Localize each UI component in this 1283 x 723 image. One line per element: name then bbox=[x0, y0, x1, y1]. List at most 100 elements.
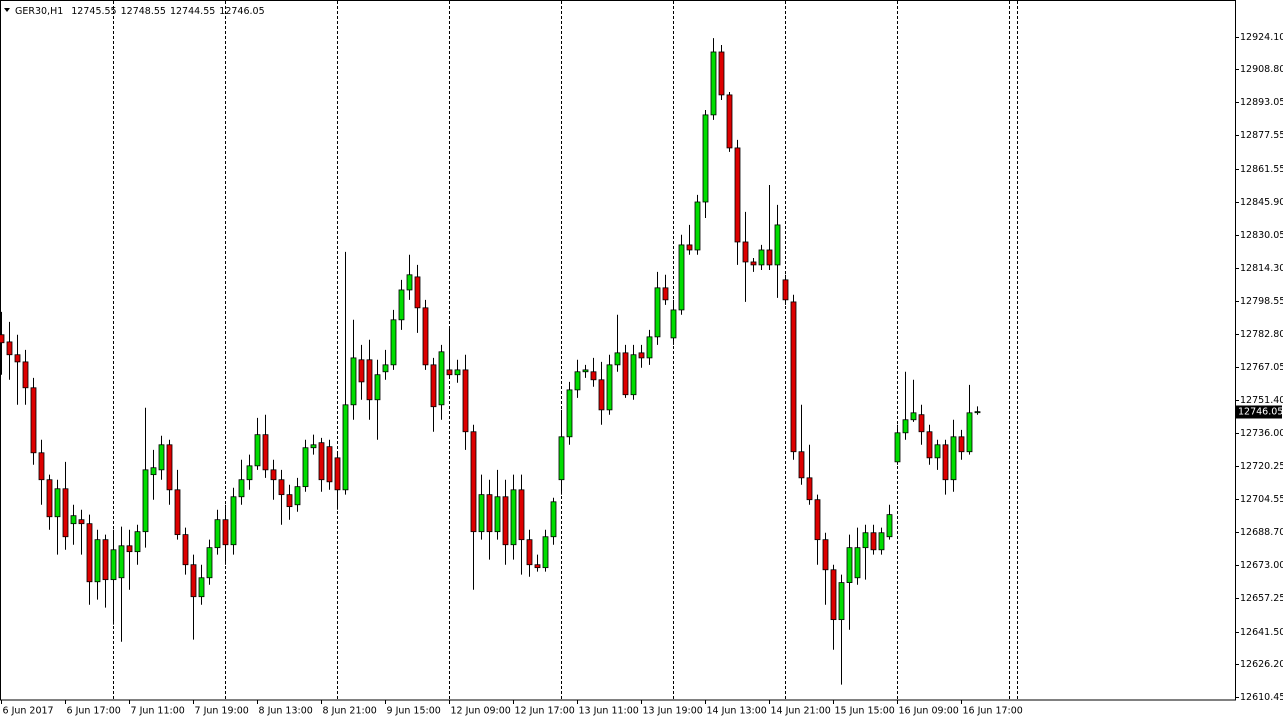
candle-body-up bbox=[838, 582, 845, 621]
candle-body-down bbox=[22, 361, 29, 389]
chart-title: GER30,H1 12745.55 12748.55 12744.55 12746.05 bbox=[15, 6, 265, 17]
candle-body-down bbox=[942, 444, 949, 481]
candle-body-up bbox=[846, 547, 853, 583]
title-close: 12746.05 bbox=[219, 6, 264, 17]
candle-body-down bbox=[798, 451, 805, 479]
candle-body-up bbox=[854, 547, 861, 579]
candle-body-down bbox=[918, 414, 925, 433]
candle-body-up bbox=[678, 244, 685, 311]
candle-body-up bbox=[702, 114, 709, 203]
candle-body-down bbox=[414, 276, 421, 309]
candle-body-up bbox=[694, 201, 701, 251]
candle-body-up bbox=[670, 309, 677, 339]
candle-body-up bbox=[230, 496, 237, 546]
symbol: GER30,H1 bbox=[15, 6, 63, 17]
x-tick-label: 8 Jun 21:00 bbox=[323, 706, 377, 717]
candle-body-down bbox=[46, 479, 53, 518]
x-tick-label: 9 Jun 15:00 bbox=[387, 706, 441, 717]
candle-body-down bbox=[462, 369, 469, 433]
y-tick-label: 12736.00 bbox=[1240, 428, 1283, 439]
y-tick-label: 12893.05 bbox=[1240, 97, 1283, 108]
candle-body-up bbox=[310, 444, 317, 449]
candle-body-down bbox=[926, 431, 933, 459]
candle-body-down bbox=[534, 564, 541, 569]
candle-body-up bbox=[550, 501, 557, 538]
y-tick-label: 12673.00 bbox=[1240, 560, 1283, 571]
x-tick-label: 6 Jun 17:00 bbox=[67, 706, 121, 717]
candle-body-up bbox=[382, 364, 389, 373]
current-price-box bbox=[1236, 405, 1282, 419]
x-tick-label: 7 Jun 19:00 bbox=[195, 706, 249, 717]
candle-body-down bbox=[502, 496, 509, 546]
candle-body-down bbox=[6, 341, 13, 356]
candle-body-up bbox=[910, 412, 917, 421]
candle-body-down bbox=[422, 307, 429, 366]
plot-frame bbox=[0, 0, 1236, 701]
x-tick-label: 16 Jun 09:00 bbox=[899, 706, 959, 717]
candle-body-down bbox=[446, 369, 453, 376]
candle-body-down bbox=[166, 444, 173, 491]
candle-body-up bbox=[374, 374, 381, 401]
candle-body-up bbox=[646, 336, 653, 359]
current-price-label: 12746.05 bbox=[1238, 407, 1283, 418]
candle-body-down bbox=[174, 489, 181, 536]
y-tick-label: 12688.70 bbox=[1240, 527, 1283, 538]
candle-body-up bbox=[574, 371, 581, 391]
candle-body-down bbox=[686, 244, 693, 251]
candle-body-up bbox=[302, 447, 309, 488]
candle-body-down bbox=[366, 359, 373, 401]
candle-body-down bbox=[662, 287, 669, 301]
candle-body-up bbox=[206, 547, 213, 579]
candle-body-down bbox=[222, 519, 229, 546]
y-tick-label: 12877.55 bbox=[1240, 130, 1283, 141]
candle-body-down bbox=[182, 534, 189, 566]
candle-body-down bbox=[86, 523, 93, 583]
candle-body-down bbox=[278, 479, 285, 496]
collapse-arrow[interactable] bbox=[4, 8, 10, 12]
candle-body-up bbox=[294, 486, 301, 506]
candle-body-down bbox=[62, 488, 69, 538]
candle-body-down bbox=[822, 539, 829, 571]
candle-body-down bbox=[190, 564, 197, 598]
candle-body-down bbox=[102, 539, 109, 581]
candle-body-down bbox=[782, 279, 789, 301]
x-tick-label: 15 Jun 15:00 bbox=[835, 706, 895, 717]
candle-body-up bbox=[710, 51, 717, 116]
candle-body-up bbox=[494, 496, 501, 533]
x-tick-label: 13 Jun 19:00 bbox=[643, 706, 703, 717]
candle-body-up bbox=[862, 532, 869, 549]
candle-body-up bbox=[566, 389, 573, 438]
candle-body-down bbox=[622, 352, 629, 396]
candle-body-up bbox=[894, 432, 901, 463]
y-tick-label: 12751.40 bbox=[1240, 395, 1283, 406]
x-tick-label: 6 Jun 2017 bbox=[3, 706, 54, 717]
candle-body-up bbox=[654, 287, 661, 338]
candle-body-up bbox=[438, 351, 445, 406]
candle-body-up bbox=[398, 289, 405, 321]
x-tick-label: 12 Jun 09:00 bbox=[451, 706, 511, 717]
y-tick-label: 12798.55 bbox=[1240, 296, 1283, 307]
candle-body-down bbox=[270, 469, 277, 481]
candle-body-up bbox=[238, 479, 245, 498]
candle-body-down bbox=[326, 446, 333, 483]
candle-body-up bbox=[70, 515, 77, 525]
candle-body-up bbox=[454, 369, 461, 376]
candle-body-up bbox=[606, 364, 613, 411]
x-tick-label: 13 Jun 11:00 bbox=[579, 706, 639, 717]
candle-body-up bbox=[878, 532, 885, 551]
candle-body-down bbox=[486, 494, 493, 533]
x-tick-label: 14 Jun 21:00 bbox=[771, 706, 831, 717]
candle-body-down bbox=[38, 452, 45, 481]
candle-body-down bbox=[358, 359, 365, 383]
candle-body-up bbox=[142, 469, 149, 533]
candle-body-down bbox=[430, 364, 437, 408]
y-tick-label: 12861.55 bbox=[1240, 164, 1283, 175]
candle-body-down bbox=[790, 301, 797, 453]
title-open: 12745.55 bbox=[71, 6, 116, 17]
y-tick-label: 12641.50 bbox=[1240, 627, 1283, 638]
candle-body-down bbox=[830, 569, 837, 621]
candle-body-up bbox=[54, 488, 61, 518]
candle-body-down bbox=[718, 51, 725, 96]
candle-body-up bbox=[150, 467, 157, 476]
